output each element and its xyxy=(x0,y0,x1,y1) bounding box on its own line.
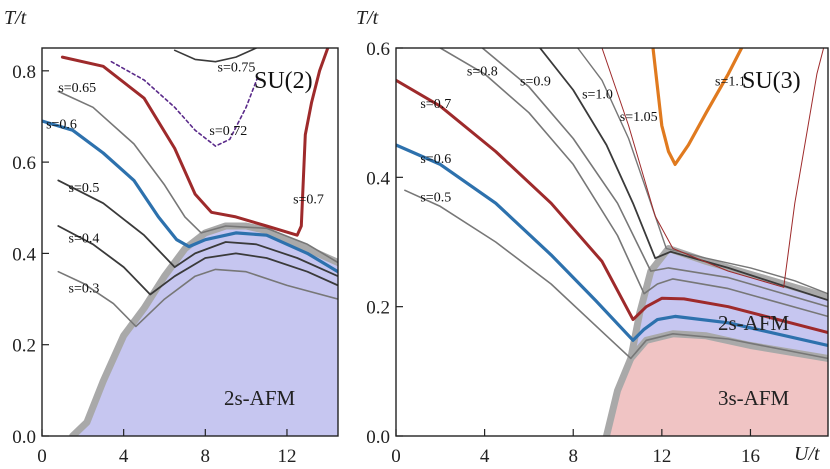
su3-title: SU(3) xyxy=(742,68,801,94)
su2-ytick-label: 0.8 xyxy=(12,62,36,83)
su3-label-s-0-7: s=0.7 xyxy=(420,97,451,112)
su2-phase-boundary xyxy=(69,222,338,436)
su3-ticks: 0 4 8 12 16 0.0 0.2 0.4 0.6 xyxy=(366,39,760,467)
su3-xtick-label: 16 xyxy=(741,446,760,467)
su2-line-s-0-3 xyxy=(57,268,338,328)
su3-xtick-label: 0 xyxy=(391,446,401,467)
su3-ytick-label: 0.6 xyxy=(366,39,390,60)
su3-line-s-1-1-thin xyxy=(601,48,785,288)
su2-axes-frame xyxy=(41,47,339,437)
su3-xtick-label: 12 xyxy=(652,446,671,467)
su3-series-labels: s=0.5 s=0.6 s=0.7 s=0.8 s=0.9 s=1.0 s=1.05 s=1.… xyxy=(420,65,745,206)
su3-line-s-1-1-thin-right xyxy=(783,48,825,288)
su3-panel: 0 4 8 12 16 0.0 0.2 0.4 0.6 s=0.5 s=0.6 s=0.7 s=0.8… xyxy=(356,7,829,467)
su3-plot-area xyxy=(396,48,828,436)
su2-xtick-label: 12 xyxy=(277,446,296,467)
su2-ytick-label: 0.6 xyxy=(12,153,36,174)
su2-line-s-0-75 xyxy=(173,48,258,63)
su3-xtick-label: 4 xyxy=(480,446,490,467)
su2-ytick-label: 0.4 xyxy=(12,244,36,265)
su2-region-label: 2s-AFM xyxy=(224,386,296,410)
su3-label-s-0-8: s=0.8 xyxy=(467,65,498,80)
su2-series-labels: s=0.3 s=0.4 s=0.5 s=0.6 s=0.65 s=0.7 s=0.72 s=0… xyxy=(46,60,324,296)
su3-line-s-0-9 xyxy=(481,48,828,308)
su3-line-s-1-0 xyxy=(539,48,828,302)
su3-xtick-label: 8 xyxy=(568,446,578,467)
su3-ylabel: T/t xyxy=(356,7,379,29)
su3-region-label-2s: 2s-AFM xyxy=(718,311,790,335)
su2-line-s-0-65 xyxy=(57,90,338,264)
su3-upper-phase-boundary xyxy=(627,245,828,362)
su3-label-s-1-1: s=1.1 xyxy=(715,74,746,89)
su2-label-s-0-4: s=0.4 xyxy=(69,231,100,246)
su3-label-s-0-6: s=0.6 xyxy=(420,152,451,167)
su2-label-s-0-7: s=0.7 xyxy=(293,193,324,208)
su3-axes-frame xyxy=(395,47,829,437)
su3-line-s-0-7 xyxy=(396,78,828,334)
su3-ytick-label: 0.0 xyxy=(366,427,390,448)
su3-3s-afm-region-fill xyxy=(606,333,828,436)
su3-label-s-1-0: s=1.0 xyxy=(582,87,613,102)
su2-line-s-0-72 xyxy=(110,60,260,147)
su2-panel: 0 4 8 120.00.20.40.60.8 s=0.3s=0.4s=0.5s=0.… xyxy=(4,7,339,467)
su2-xtick-label: 4 xyxy=(119,446,129,467)
su2-line-s-0-4 xyxy=(57,225,338,296)
su3-line-s-0-8 xyxy=(439,48,828,318)
su3-xlabel: U/t xyxy=(794,443,820,465)
su2-label-s-0-5: s=0.5 xyxy=(69,181,100,196)
su2-xtick-label: 8 xyxy=(201,446,211,467)
su2-label-s-0-75: s=0.75 xyxy=(218,60,256,75)
su3-line-s-1-1 xyxy=(651,48,744,166)
su2-title: SU(2) xyxy=(254,68,313,94)
su2-line-s-0-5 xyxy=(57,179,338,278)
su3-label-s-0-9: s=0.9 xyxy=(520,74,551,89)
su3-line-s-0-6 xyxy=(396,143,828,348)
su2-line-s-0-7 xyxy=(60,48,330,237)
su2-ytick-label: 0.2 xyxy=(12,336,36,357)
su3-label-s-1-05: s=1.05 xyxy=(620,110,658,125)
su3-ytick-label: 0.4 xyxy=(366,168,390,189)
su3-line-s-0-5 xyxy=(404,189,828,360)
su2-label-s-0-6: s=0.6 xyxy=(46,117,77,132)
su2-afm-region-fill xyxy=(72,226,338,436)
su2-xtick-label: 0 xyxy=(37,446,47,467)
su2-label-s-0-3: s=0.3 xyxy=(69,282,100,297)
su2-ticks: 0 4 8 12 0.0 0.2 0.4 0.6 0.8 xyxy=(12,62,296,467)
su2-ylabel: T/t xyxy=(4,7,27,29)
su2-label-s-0-72: s=0.72 xyxy=(209,124,247,139)
su3-label-s-0-5: s=0.5 xyxy=(420,191,451,206)
su2-plot-area xyxy=(42,48,338,436)
su2-label-s-0-65: s=0.65 xyxy=(58,81,96,96)
su3-ytick-label: 0.2 xyxy=(366,298,390,319)
su2-ytick-label: 0.0 xyxy=(12,427,36,448)
su3-region-label-3s: 3s-AFM xyxy=(718,386,790,410)
su2-line-s-0-6 xyxy=(42,119,338,274)
su3-line-s-1-05 xyxy=(577,48,828,295)
